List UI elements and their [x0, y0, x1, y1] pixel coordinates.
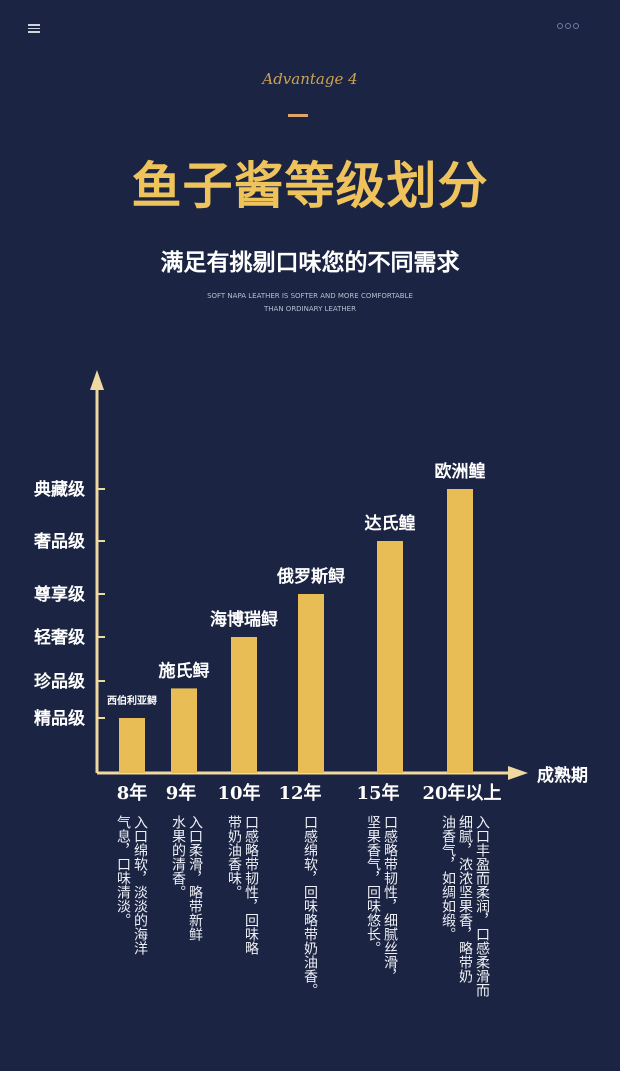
- description-line: 带奶油香味。: [226, 815, 242, 899]
- bar: [298, 594, 324, 773]
- y-tick-label: 奢品级: [33, 531, 85, 552]
- description-line: 坚果香气，回味悠长。: [365, 815, 381, 955]
- description-line: 细腻，浓浓坚果香，略带奶: [457, 815, 473, 983]
- menu-icon[interactable]: [28, 22, 40, 35]
- description-line: 水果的清香。: [170, 815, 186, 899]
- y-tick-label: 典藏级: [34, 479, 85, 500]
- advantage-label: Advantage 4: [262, 70, 358, 88]
- description-line: 气息，口味清淡。: [115, 815, 131, 927]
- x-tick-label: 20年以上: [422, 782, 501, 804]
- bar: [447, 489, 473, 773]
- maturity-description: 口感略带韧性，细腻丝滑， 坚果香气，回味悠长。: [364, 815, 398, 1015]
- y-tick-label: 轻奢级: [34, 627, 85, 648]
- x-tick-label: 10年: [217, 782, 260, 804]
- bar-label: 达氏鳇: [365, 513, 416, 534]
- description-line: 入口柔滑，略带新鲜: [187, 815, 203, 941]
- divider: [288, 114, 308, 117]
- x-tick-label: 15年: [356, 782, 399, 804]
- bar: [119, 718, 145, 773]
- bar-label: 欧洲鳇: [435, 461, 486, 482]
- bar: [377, 541, 403, 773]
- bar-label: 施氏鲟: [159, 660, 210, 681]
- y-tick-label: 珍品级: [34, 671, 85, 692]
- x-axis-label: 成熟期: [537, 765, 588, 786]
- description-line: 口感绵软，回味略带奶油香。: [302, 815, 318, 997]
- description-line: 入口丰盈而柔润，口感柔滑而: [474, 815, 490, 997]
- english-line: SOFT NAPA LEATHER IS SOFTER AND MORE COM…: [207, 292, 413, 300]
- description-line: 油香气，如绸如缎。: [440, 815, 456, 941]
- description-line: 口感略带韧性，回味略: [243, 815, 259, 955]
- bar-label: 俄罗斯鲟: [276, 566, 345, 587]
- x-tick-label: 12年: [278, 782, 321, 804]
- bar: [231, 637, 257, 773]
- description-line: 口感略带韧性，细腻丝滑，: [382, 815, 398, 983]
- maturity-description: 入口绵软，淡淡的海洋 气息，口味清淡。: [114, 815, 148, 1015]
- description-line: 入口绵软，淡淡的海洋: [132, 815, 148, 955]
- page-subtitle: 满足有挑剔口味您的不同需求: [160, 250, 460, 276]
- y-tick-label: 尊享级: [34, 584, 85, 605]
- bar-label: 海博瑞鲟: [210, 609, 278, 630]
- y-axis-arrow: [90, 370, 104, 390]
- x-tick-label: 8年: [117, 782, 148, 804]
- y-tick-label: 精品级: [34, 708, 85, 729]
- more-options-icon[interactable]: [557, 23, 579, 29]
- maturity-description: 口感略带韧性，回味略 带奶油香味。: [225, 815, 259, 1015]
- maturity-description: 入口丰盈而柔润，口感柔滑而 细腻，浓浓坚果香，略带奶 油香气，如绸如缎。: [439, 815, 490, 1015]
- x-tick-label: 9年: [166, 782, 197, 804]
- bar: [171, 688, 197, 773]
- english-caption: SOFT NAPA LEATHER IS SOFTER AND MORE COM…: [0, 290, 620, 316]
- english-line: THAN ORDINARY LEATHER: [264, 305, 356, 313]
- maturity-description: 口感绵软，回味略带奶油香。: [301, 815, 318, 1015]
- maturity-description: 入口柔滑，略带新鲜 水果的清香。: [169, 815, 203, 1015]
- bar-label: 西伯利亚鲟: [107, 694, 157, 707]
- page-title: 鱼子酱等级划分: [131, 156, 489, 215]
- x-axis-arrow: [508, 766, 528, 780]
